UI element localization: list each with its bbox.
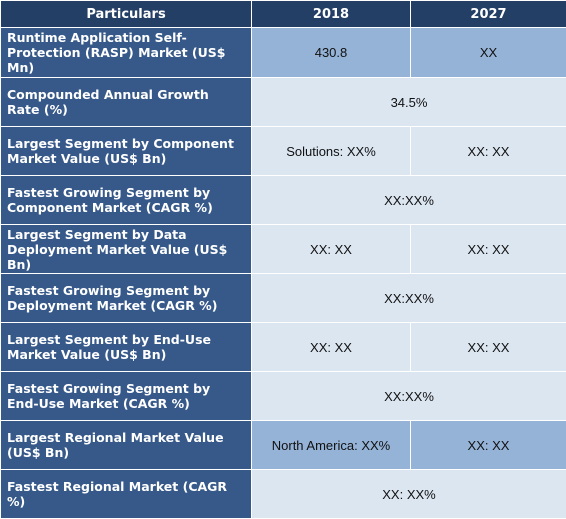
row-label: Fastest Regional Market (CAGR %) xyxy=(1,470,252,519)
row-label: Largest Segment by Data Deployment Marke… xyxy=(1,225,252,274)
cell-2027: XX: XX xyxy=(411,421,566,470)
row-label: Runtime Application Self-Protection (RAS… xyxy=(1,28,252,78)
cell-2018: XX: XX xyxy=(252,225,411,274)
table-row: Fastest Growing Segment by Component Mar… xyxy=(1,176,566,225)
table-row: Largest Segment by Component Market Valu… xyxy=(1,127,566,176)
cell-2018: North America: XX% xyxy=(252,421,411,470)
table-row: Runtime Application Self-Protection (RAS… xyxy=(1,28,566,78)
table-row: Largest Regional Market Value (US$ Bn) N… xyxy=(1,421,566,470)
cell-merged: XX:XX% xyxy=(252,176,566,225)
cell-2018: XX: XX xyxy=(252,323,411,372)
table-row: Compounded Annual Growth Rate (%) 34.5% xyxy=(1,78,566,127)
row-label: Fastest Growing Segment by End-Use Marke… xyxy=(1,372,252,421)
cell-2018: Solutions: XX% xyxy=(252,127,411,176)
cell-2018: 430.8 xyxy=(252,28,411,78)
header-particulars: Particulars xyxy=(1,1,252,28)
cell-2027: XX: XX xyxy=(411,323,566,372)
row-label: Fastest Growing Segment by Component Mar… xyxy=(1,176,252,225)
table-row: Fastest Growing Segment by End-Use Marke… xyxy=(1,372,566,421)
header-row: Particulars 2018 2027 xyxy=(1,1,566,28)
header-year-2018: 2018 xyxy=(252,1,411,28)
cell-2027: XX: XX xyxy=(411,127,566,176)
row-label: Largest Segment by Component Market Valu… xyxy=(1,127,252,176)
cell-merged: XX:XX% xyxy=(252,274,566,323)
cell-2027: XX: XX xyxy=(411,225,566,274)
row-label: Fastest Growing Segment by Deployment Ma… xyxy=(1,274,252,323)
row-label: Compounded Annual Growth Rate (%) xyxy=(1,78,252,127)
cell-merged: 34.5% xyxy=(252,78,566,127)
table-row: Fastest Regional Market (CAGR %) XX: XX% xyxy=(1,470,566,519)
cell-2027: XX xyxy=(411,28,566,78)
cell-merged: XX: XX% xyxy=(252,470,566,519)
row-label: Largest Segment by End-Use Market Value … xyxy=(1,323,252,372)
table-row: Largest Segment by Data Deployment Marke… xyxy=(1,225,566,274)
table-row: Largest Segment by End-Use Market Value … xyxy=(1,323,566,372)
header-year-2027: 2027 xyxy=(411,1,566,28)
table-row: Fastest Growing Segment by Deployment Ma… xyxy=(1,274,566,323)
cell-merged: XX:XX% xyxy=(252,372,566,421)
row-label: Largest Regional Market Value (US$ Bn) xyxy=(1,421,252,470)
